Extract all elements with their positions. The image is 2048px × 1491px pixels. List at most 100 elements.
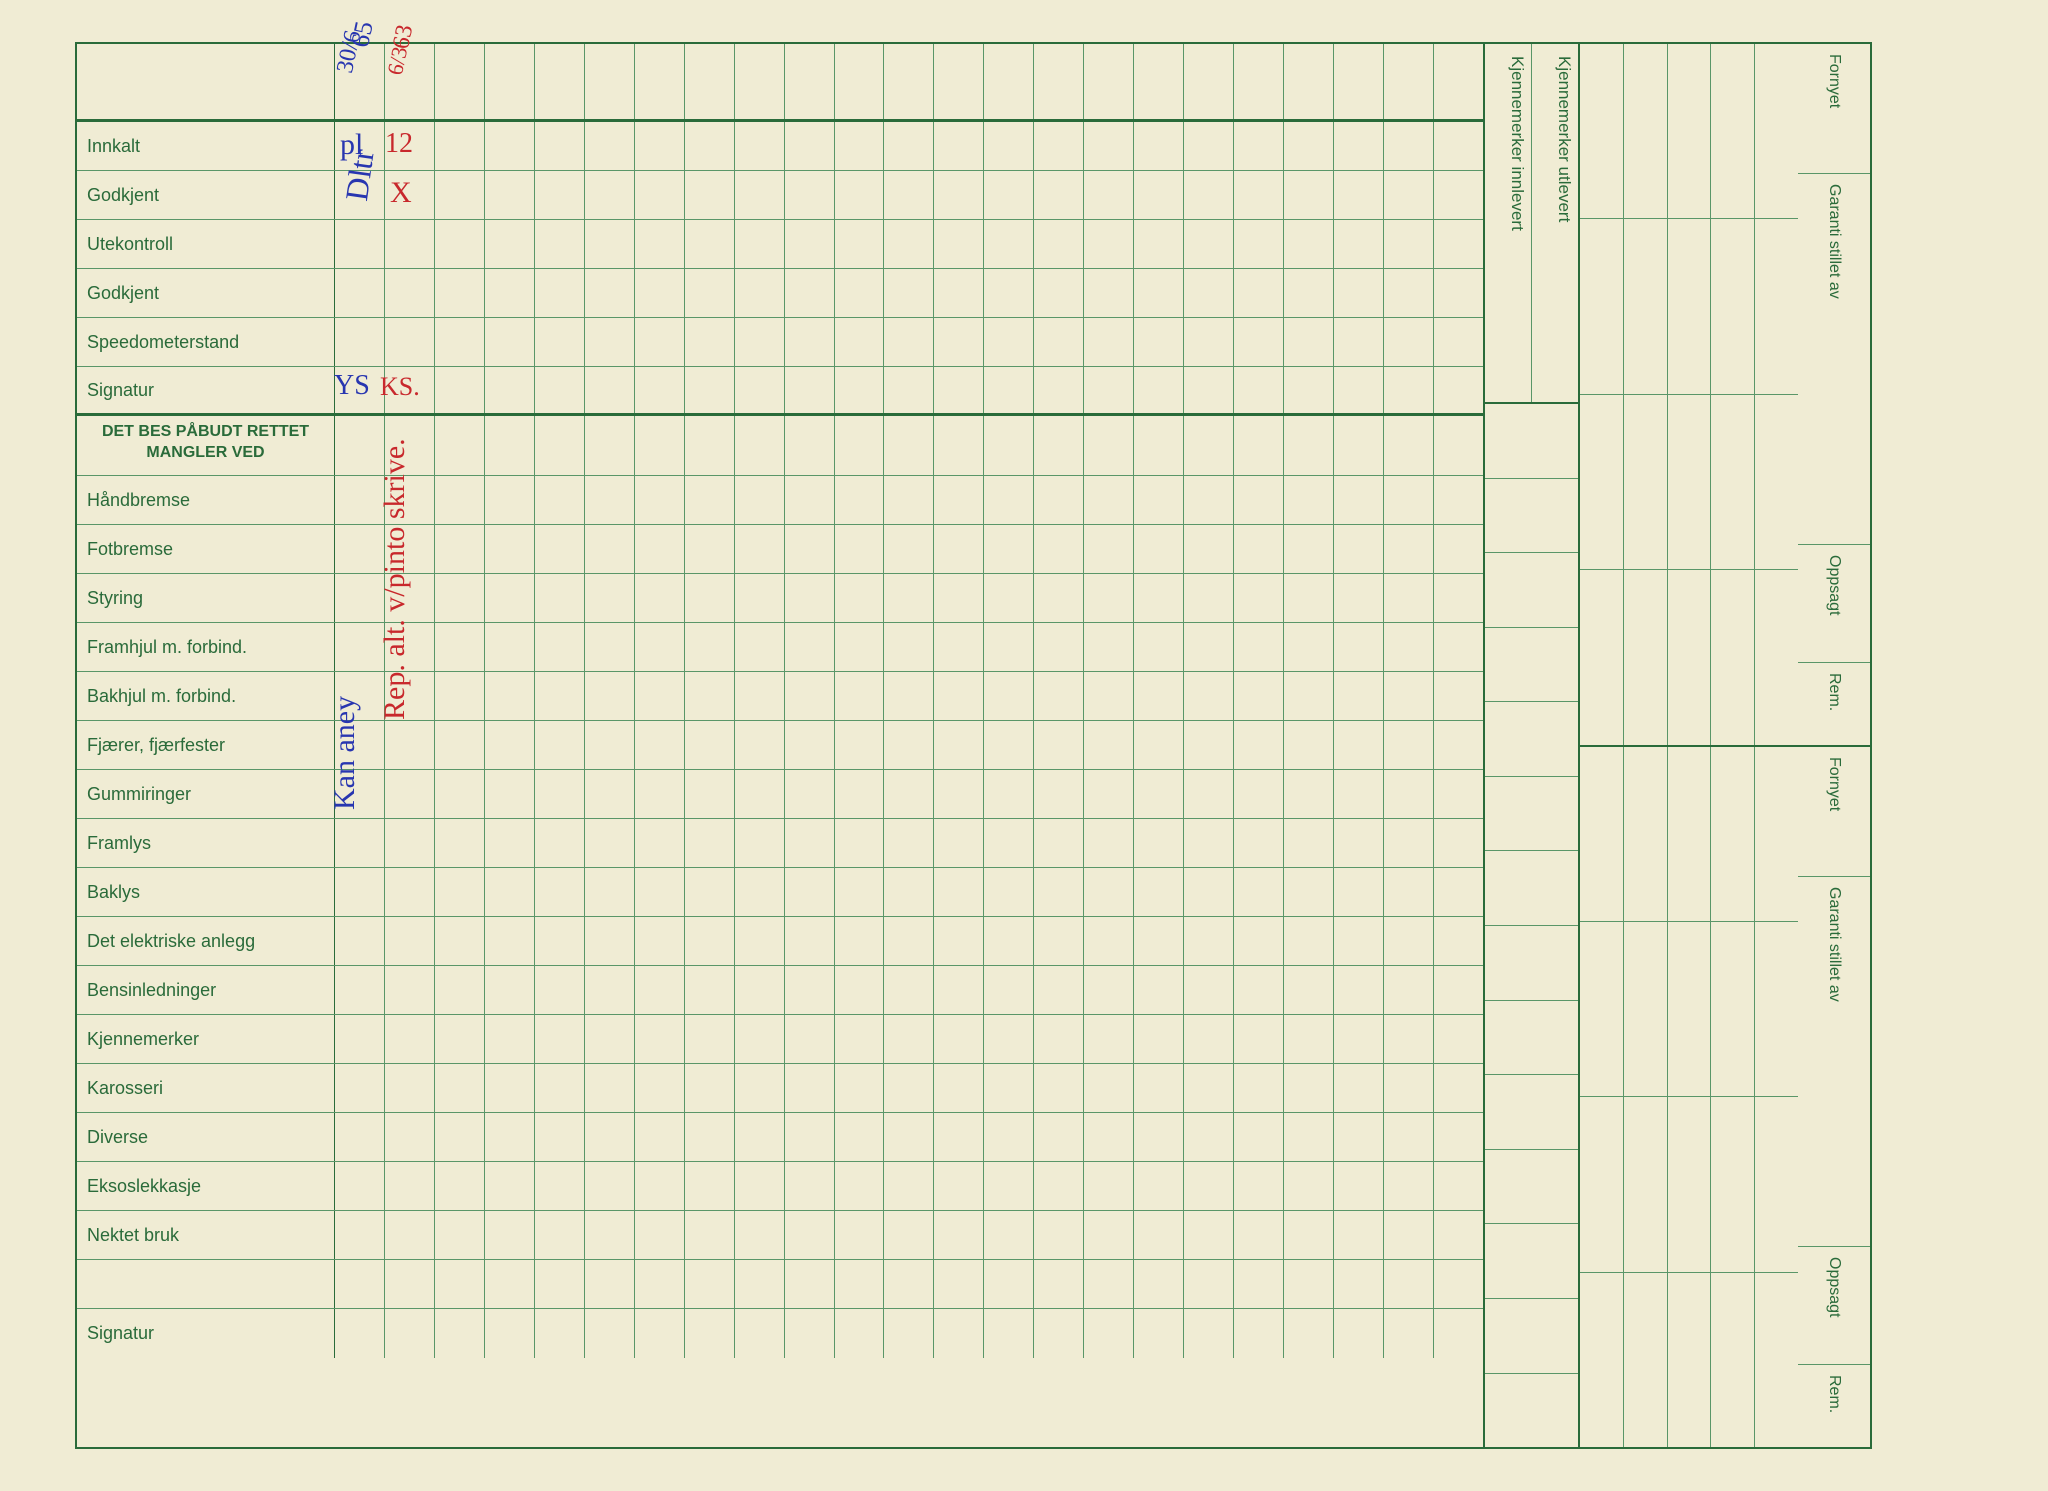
right-panel-cell: [1485, 702, 1578, 777]
data-cell: [835, 770, 885, 818]
data-cell: [1234, 819, 1284, 867]
data-cell: [535, 1064, 585, 1112]
data-cell: [1184, 44, 1234, 119]
data-cell: [1434, 819, 1483, 867]
data-cell: [1334, 721, 1384, 769]
data-cell: [785, 269, 835, 317]
data-cell: [835, 1211, 885, 1259]
data-cell: [884, 318, 934, 366]
data-cell: [1334, 122, 1384, 170]
data-cell: [1434, 318, 1483, 366]
data-cell: [335, 1162, 385, 1210]
label-rem-1: Rem.: [1798, 663, 1870, 745]
data-cell: [685, 1309, 735, 1358]
row-label: Det elektriske anlegg: [77, 917, 335, 965]
label-fornyet-2: Fornyet: [1798, 747, 1870, 877]
data-cell: [1384, 525, 1434, 573]
data-cell: [685, 416, 735, 475]
data-cell: [335, 1211, 385, 1259]
data-cell: [1434, 1309, 1483, 1358]
data-cell: [1284, 171, 1334, 219]
data-cell: [535, 917, 585, 965]
table-row: Styring: [77, 574, 1483, 623]
data-cell: [934, 525, 984, 573]
row-data: [335, 574, 1483, 622]
data-cell: [1284, 1162, 1334, 1210]
data-cell: [735, 966, 785, 1014]
data-cell: [585, 819, 635, 867]
data-cell: [1434, 476, 1483, 524]
table-row: Bakhjul m. forbind.: [77, 672, 1483, 721]
data-cell: [835, 966, 885, 1014]
data-cell: [1184, 416, 1234, 475]
data-cell: [1034, 623, 1084, 671]
fr-grid-cell: [1580, 1097, 1624, 1271]
data-cell: [934, 966, 984, 1014]
data-cell: [1184, 1015, 1234, 1063]
section2: HåndbremseFotbremseStyringFramhjul m. fo…: [77, 476, 1483, 1358]
row-label: Bakhjul m. forbind.: [77, 672, 335, 720]
data-cell: [984, 122, 1034, 170]
data-cell: [934, 1309, 984, 1358]
data-cell: [984, 770, 1034, 818]
data-cell: [1334, 1211, 1384, 1259]
data-cell: [1284, 1064, 1334, 1112]
data-cell: [1384, 1211, 1434, 1259]
data-cell: [1434, 721, 1483, 769]
data-cell: [685, 623, 735, 671]
data-cell: [1384, 476, 1434, 524]
data-cell: [435, 574, 485, 622]
data-cell: [984, 1309, 1034, 1358]
far-right-grid: [1580, 44, 1798, 1447]
data-cell: [1034, 966, 1084, 1014]
data-cell: [934, 416, 984, 475]
row-data: [335, 917, 1483, 965]
table-row: Godkjent: [77, 269, 1483, 318]
fr-grid-cell: [1711, 1273, 1755, 1447]
data-cell: [884, 1162, 934, 1210]
data-cell: [585, 171, 635, 219]
kjennemerker-section: Kjennemerker innlevert Kjennemerker utle…: [1485, 44, 1578, 404]
data-cell: [884, 868, 934, 916]
data-cell: [1384, 122, 1434, 170]
data-cell: [685, 318, 735, 366]
data-cell: [1384, 416, 1434, 475]
data-cell: [785, 220, 835, 268]
data-cell: [685, 1113, 735, 1161]
data-cell: [335, 171, 385, 219]
data-cell: [1034, 574, 1084, 622]
data-cell: [335, 721, 385, 769]
data-cell: [785, 917, 835, 965]
data-cell: [635, 721, 685, 769]
data-cell: [1184, 868, 1234, 916]
data-cell: [585, 416, 635, 475]
data-cell: [934, 1113, 984, 1161]
data-cell: [385, 721, 435, 769]
data-cell: [485, 623, 535, 671]
data-cell: [934, 220, 984, 268]
data-cell: [485, 1211, 535, 1259]
data-cell: [435, 868, 485, 916]
far-right-grid-bottom: [1580, 747, 1798, 1448]
data-cell: [585, 672, 635, 720]
data-cell: [635, 171, 685, 219]
row-label: Gummiringer: [77, 770, 335, 818]
data-cell: [385, 525, 435, 573]
fr-grid-row: [1580, 1273, 1798, 1447]
fr-grid-row: [1580, 219, 1798, 394]
data-cell: [1084, 220, 1134, 268]
table-row: Baklys: [77, 868, 1483, 917]
data-cell: [1084, 868, 1134, 916]
data-cell: [984, 917, 1034, 965]
data-cell: [1184, 1064, 1234, 1112]
data-cell: [435, 1211, 485, 1259]
data-cell: [1084, 623, 1134, 671]
data-cell: [435, 770, 485, 818]
data-cell: [1284, 122, 1334, 170]
data-cell: [1234, 917, 1284, 965]
data-cell: [1184, 269, 1234, 317]
data-cell: [635, 623, 685, 671]
data-cell: [1334, 525, 1384, 573]
data-cell: [535, 966, 585, 1014]
data-cell: [1234, 367, 1284, 413]
